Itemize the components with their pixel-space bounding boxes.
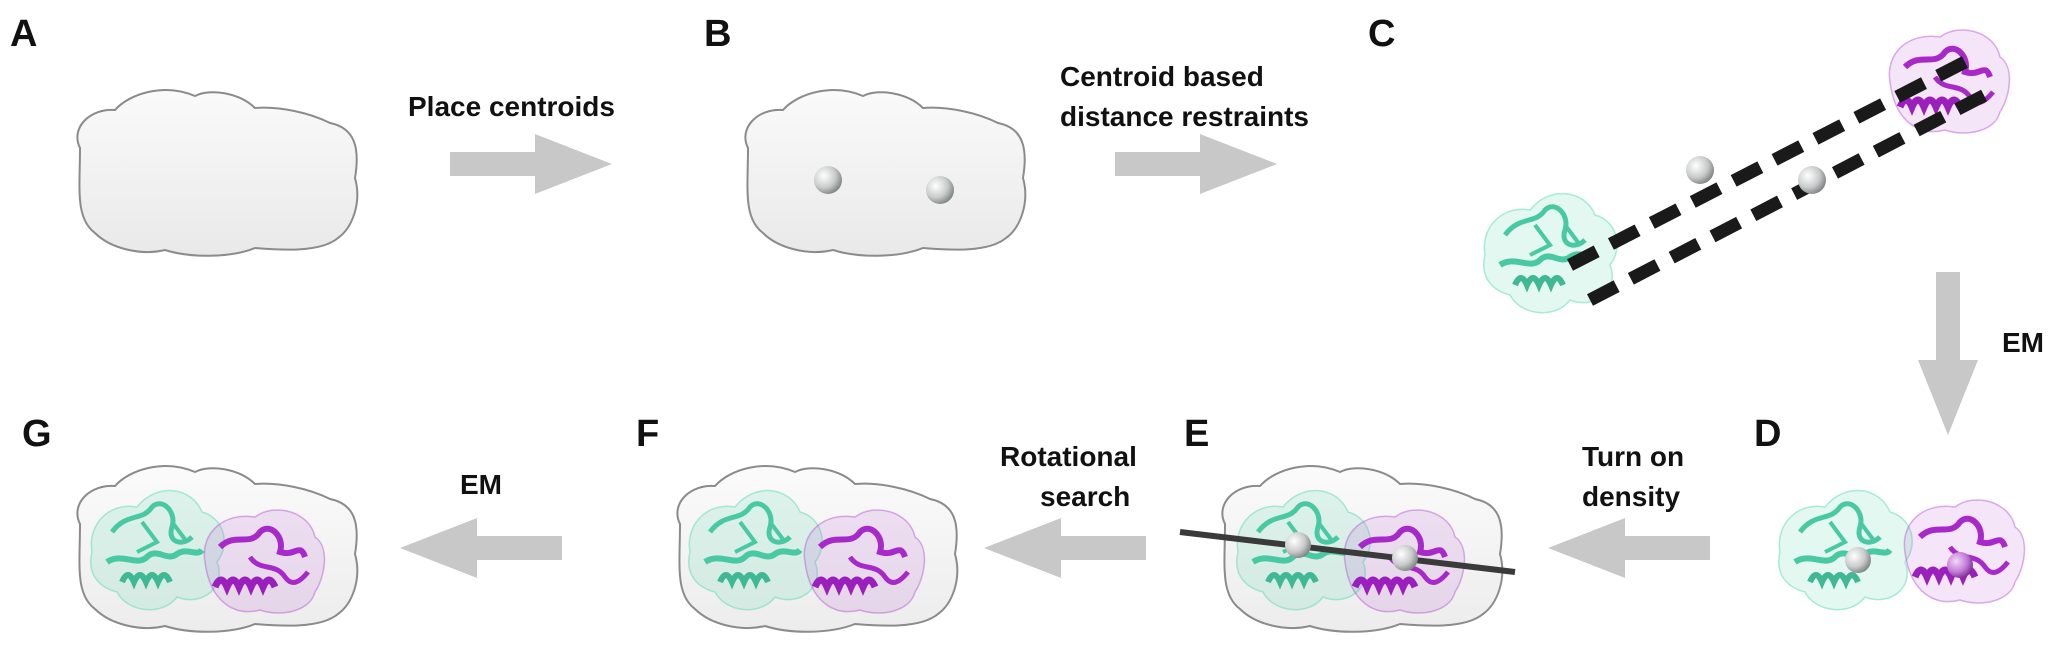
density-map-b — [744, 89, 1027, 257]
arrow-b-to-c — [1115, 134, 1277, 194]
step-rotational-line1: Rotational — [1000, 441, 1137, 472]
distance-restraint — [1587, 89, 1988, 306]
arrow-a-to-b — [450, 134, 612, 194]
rotation-axis — [1179, 529, 1516, 575]
centroid-sphere — [814, 166, 842, 194]
step-rotational-line2: search — [1040, 481, 1130, 512]
centroid-sphere — [926, 176, 954, 204]
panel-label-a: A — [10, 13, 37, 55]
cyan-domain-d — [1779, 491, 1912, 610]
centroid-sphere — [1845, 547, 1871, 573]
step-em-left: EM — [460, 469, 502, 500]
density-map-a — [76, 89, 359, 257]
arrow-d-to-e — [1548, 518, 1710, 578]
arrow-c-to-d — [1918, 272, 1978, 435]
magenta-domain-d — [1904, 500, 2024, 603]
magenta-domain-g — [204, 510, 324, 613]
panel-label-b: B — [704, 13, 731, 55]
centroid-sphere — [1798, 166, 1826, 194]
panel-label-e: E — [1184, 413, 1209, 455]
step-centroid-restraints-line1: Centroid based — [1060, 61, 1264, 92]
arrow-f-to-g — [400, 518, 562, 578]
panel-label-g: G — [22, 413, 52, 455]
step-turn-on-line2: density — [1582, 481, 1680, 512]
centroid-sphere — [1947, 552, 1973, 578]
distance-restraint — [1567, 56, 1968, 271]
step-turn-on-line1: Turn on — [1582, 441, 1684, 472]
panel-label-f: F — [636, 413, 659, 455]
centroid-sphere — [1686, 156, 1714, 184]
arrow-e-to-f — [984, 518, 1146, 578]
magenta-domain-f — [804, 510, 924, 613]
panel-label-d: D — [1754, 413, 1781, 455]
panel-label-c: C — [1368, 13, 1395, 55]
centroid-sphere — [1285, 532, 1311, 558]
step-em-right: EM — [2002, 327, 2044, 358]
magenta-domain-c — [1889, 30, 2009, 133]
step-centroid-restraints-line2: distance restraints — [1060, 101, 1309, 132]
step-place-centroids: Place centroids — [408, 91, 615, 122]
centroid-sphere — [1392, 545, 1418, 571]
